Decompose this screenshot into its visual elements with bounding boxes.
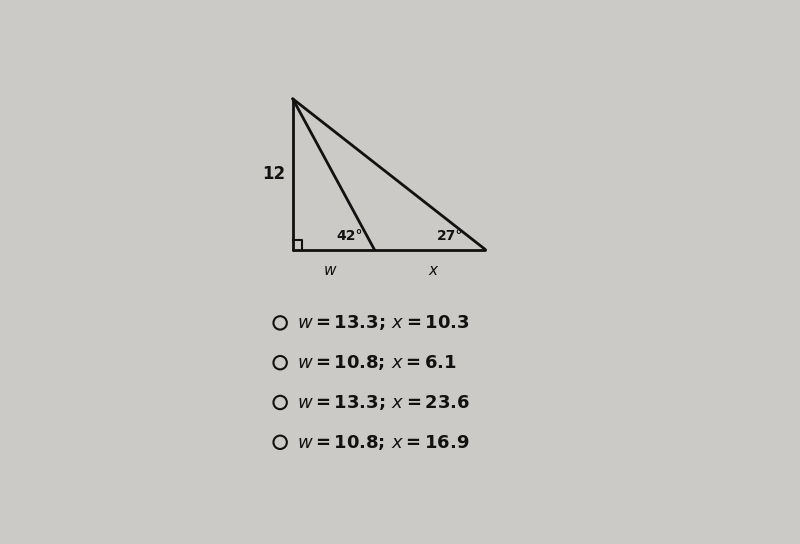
Text: x: x [429, 263, 438, 278]
Text: 27°: 27° [438, 230, 464, 243]
Text: 42°: 42° [336, 230, 362, 243]
Text: $\mathit{w}$$\mathbf{ = }$$\mathbf{13.3}$$\mathbf{;\/ }$$\mathit{x}$$\mathbf{ = : $\mathit{w}$$\mathbf{ = }$$\mathbf{13.3}… [297, 313, 470, 332]
Text: $\mathit{w}$$\mathbf{ = }$$\mathbf{10.8}$$\mathbf{;\/ }$$\mathit{x}$$\mathbf{ = : $\mathit{w}$$\mathbf{ = }$$\mathbf{10.8}… [297, 433, 470, 452]
Text: w: w [324, 263, 337, 278]
Text: $\mathit{w}$$\mathbf{ = }$$\mathbf{13.3}$$\mathbf{;\/ }$$\mathit{x}$$\mathbf{ = : $\mathit{w}$$\mathbf{ = }$$\mathbf{13.3}… [297, 393, 470, 412]
Text: $\mathit{w}$$\mathbf{ = }$$\mathbf{10.8}$$\mathbf{;\/ }$$\mathit{x}$$\mathbf{ = : $\mathit{w}$$\mathbf{ = }$$\mathbf{10.8}… [297, 353, 457, 372]
Text: 12: 12 [262, 165, 286, 183]
